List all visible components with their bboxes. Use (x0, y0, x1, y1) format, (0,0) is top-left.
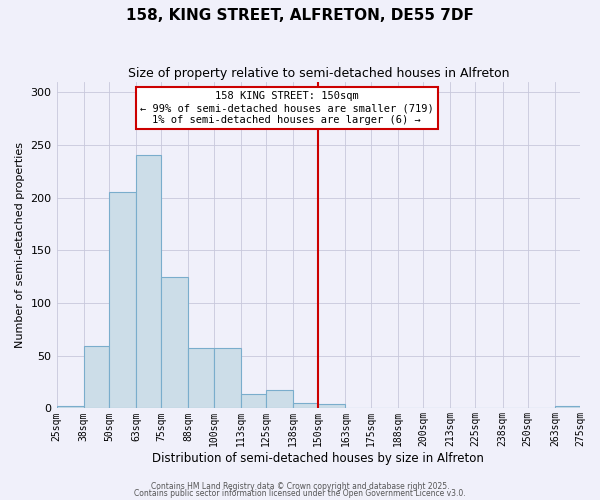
Text: 158, KING STREET, ALFRETON, DE55 7DF: 158, KING STREET, ALFRETON, DE55 7DF (126, 8, 474, 22)
Title: Size of property relative to semi-detached houses in Alfreton: Size of property relative to semi-detach… (128, 68, 509, 80)
Bar (56, 406, 84, 408)
Bar (161, 276, 188, 408)
Bar (188, 348, 214, 408)
Text: Contains HM Land Registry data © Crown copyright and database right 2025.: Contains HM Land Registry data © Crown c… (151, 482, 449, 491)
Bar (136, 156, 161, 408)
X-axis label: Distribution of semi-detached houses by size in Alfreton: Distribution of semi-detached houses by … (152, 452, 484, 465)
Bar (241, 394, 266, 408)
Bar (109, 192, 136, 408)
Y-axis label: Number of semi-detached properties: Number of semi-detached properties (15, 142, 25, 348)
Text: Contains public sector information licensed under the Open Government Licence v3: Contains public sector information licen… (134, 489, 466, 498)
Text: 158 KING STREET: 150sqm
← 99% of semi-detached houses are smaller (719)
1% of se: 158 KING STREET: 150sqm ← 99% of semi-de… (140, 92, 434, 124)
Bar (84, 346, 109, 408)
Bar (266, 390, 293, 408)
Bar (555, 406, 580, 408)
Bar (214, 348, 241, 408)
Bar (293, 403, 318, 408)
Bar (318, 404, 346, 408)
